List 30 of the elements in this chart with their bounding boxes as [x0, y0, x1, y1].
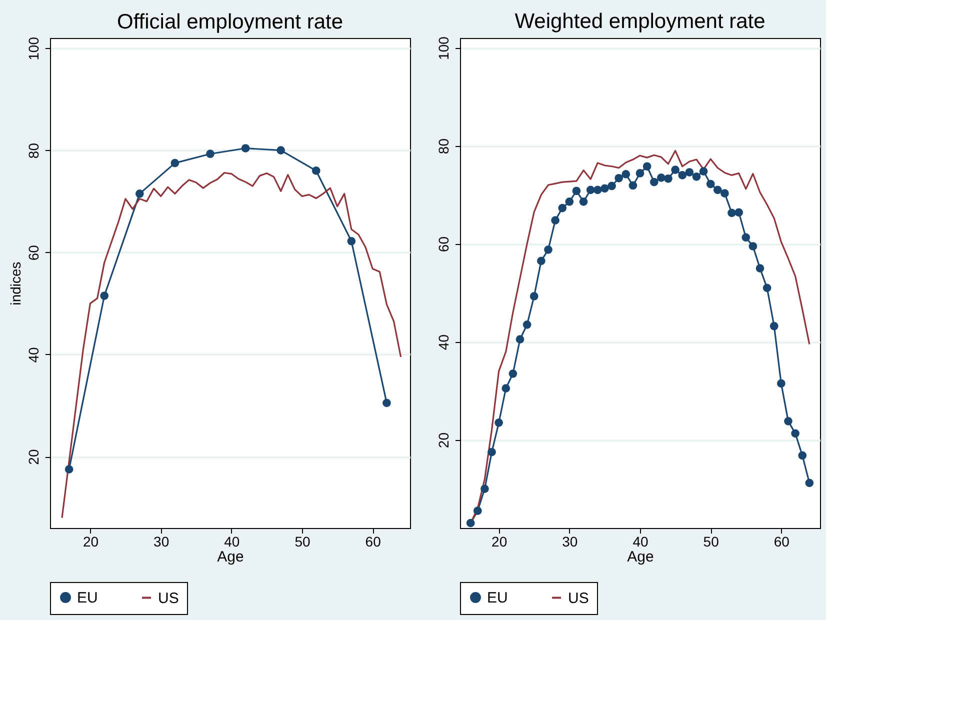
x-tick-label: 60 — [774, 534, 790, 550]
y-tick-label: 20 — [26, 449, 42, 465]
y-tick-label: 20 — [436, 432, 452, 448]
legend-label: US — [158, 590, 179, 607]
x-tick-label: 40 — [632, 534, 648, 550]
y-tick-label: 40 — [26, 346, 42, 363]
x-tick-label: 30 — [154, 534, 170, 550]
y-tick-label: 80 — [26, 142, 42, 159]
x-axis-title: Age — [627, 548, 654, 566]
y-tick-label: 100 — [436, 36, 452, 60]
y-axis-title: indices — [8, 262, 24, 306]
chart-title: Weighted employment rate — [514, 10, 766, 34]
chart-title: Official employment rate — [116, 10, 344, 34]
x-axis-title: Age — [217, 548, 244, 566]
x-tick-label: 40 — [224, 534, 240, 550]
x-tick-label: 50 — [294, 534, 310, 550]
legend-label: EU — [77, 590, 98, 607]
y-tick-label: 60 — [26, 244, 42, 261]
x-tick-label: 20 — [82, 534, 99, 550]
x-tick-label: 20 — [492, 534, 508, 550]
line-series — [61, 172, 402, 519]
y-tick-label: 100 — [26, 36, 42, 60]
legend-label: US — [568, 590, 589, 607]
legend-label: EU — [487, 590, 508, 607]
x-tick-label: 30 — [562, 534, 578, 550]
y-tick-label: 80 — [436, 138, 452, 154]
x-tick-label: 50 — [703, 534, 720, 550]
y-tick-label: 40 — [436, 334, 452, 350]
x-tick-label: 60 — [365, 534, 382, 550]
y-tick-label: 60 — [436, 236, 452, 252]
